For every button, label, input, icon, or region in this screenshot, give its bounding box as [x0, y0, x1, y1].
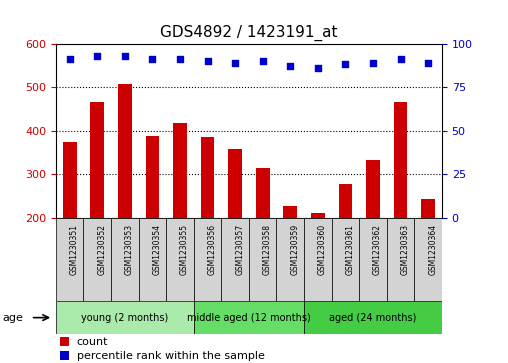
Bar: [276, 218, 304, 301]
Text: GSM1230359: GSM1230359: [290, 224, 299, 275]
Bar: [304, 218, 332, 301]
Text: aged (24 months): aged (24 months): [329, 313, 417, 323]
Title: GDS4892 / 1423191_at: GDS4892 / 1423191_at: [160, 25, 338, 41]
Bar: [83, 218, 111, 301]
Text: GSM1230360: GSM1230360: [318, 224, 327, 275]
Bar: [332, 218, 359, 301]
Bar: [194, 218, 221, 301]
Text: GSM1230357: GSM1230357: [235, 224, 244, 275]
Bar: [249, 218, 276, 301]
Bar: [366, 160, 380, 305]
Bar: [359, 218, 387, 301]
Bar: [90, 102, 104, 305]
Text: GSM1230363: GSM1230363: [401, 224, 409, 275]
Text: GSM1230354: GSM1230354: [152, 224, 162, 275]
Point: [314, 65, 322, 71]
Bar: [145, 136, 160, 305]
Point: [121, 53, 129, 59]
Point: [204, 58, 212, 64]
Bar: [415, 218, 442, 301]
Text: GSM1230355: GSM1230355: [180, 224, 189, 275]
Text: middle aged (12 months): middle aged (12 months): [187, 313, 311, 323]
Bar: [111, 218, 139, 301]
Bar: [166, 218, 194, 301]
Bar: [338, 184, 353, 305]
Point: [341, 62, 350, 68]
Text: count: count: [77, 337, 108, 347]
Bar: [60, 338, 69, 346]
Bar: [60, 351, 69, 360]
Bar: [56, 301, 194, 334]
Bar: [194, 301, 304, 334]
Point: [231, 60, 239, 66]
Point: [176, 56, 184, 62]
Text: age: age: [3, 313, 24, 323]
Bar: [56, 218, 83, 301]
Point: [424, 60, 432, 66]
Text: GSM1230351: GSM1230351: [70, 224, 79, 275]
Point: [148, 56, 156, 62]
Bar: [228, 149, 242, 305]
Point: [397, 56, 405, 62]
Bar: [421, 199, 435, 305]
Bar: [221, 218, 249, 301]
Bar: [63, 142, 77, 305]
Text: GSM1230364: GSM1230364: [428, 224, 437, 275]
Text: GSM1230361: GSM1230361: [345, 224, 355, 275]
Point: [369, 60, 377, 66]
Bar: [173, 123, 187, 305]
Bar: [304, 301, 442, 334]
Text: GSM1230362: GSM1230362: [373, 224, 382, 275]
Bar: [118, 84, 132, 305]
Bar: [201, 137, 214, 305]
Bar: [311, 213, 325, 305]
Text: percentile rank within the sample: percentile rank within the sample: [77, 351, 265, 361]
Bar: [387, 218, 415, 301]
Point: [66, 56, 74, 62]
Text: GSM1230358: GSM1230358: [263, 224, 272, 275]
Point: [259, 58, 267, 64]
Bar: [256, 168, 270, 305]
Bar: [394, 102, 407, 305]
Text: GSM1230356: GSM1230356: [208, 224, 216, 275]
Point: [286, 63, 294, 69]
Text: young (2 months): young (2 months): [81, 313, 169, 323]
Text: GSM1230352: GSM1230352: [97, 224, 106, 275]
Bar: [283, 205, 297, 305]
Text: GSM1230353: GSM1230353: [125, 224, 134, 275]
Bar: [139, 218, 166, 301]
Point: [93, 53, 101, 59]
